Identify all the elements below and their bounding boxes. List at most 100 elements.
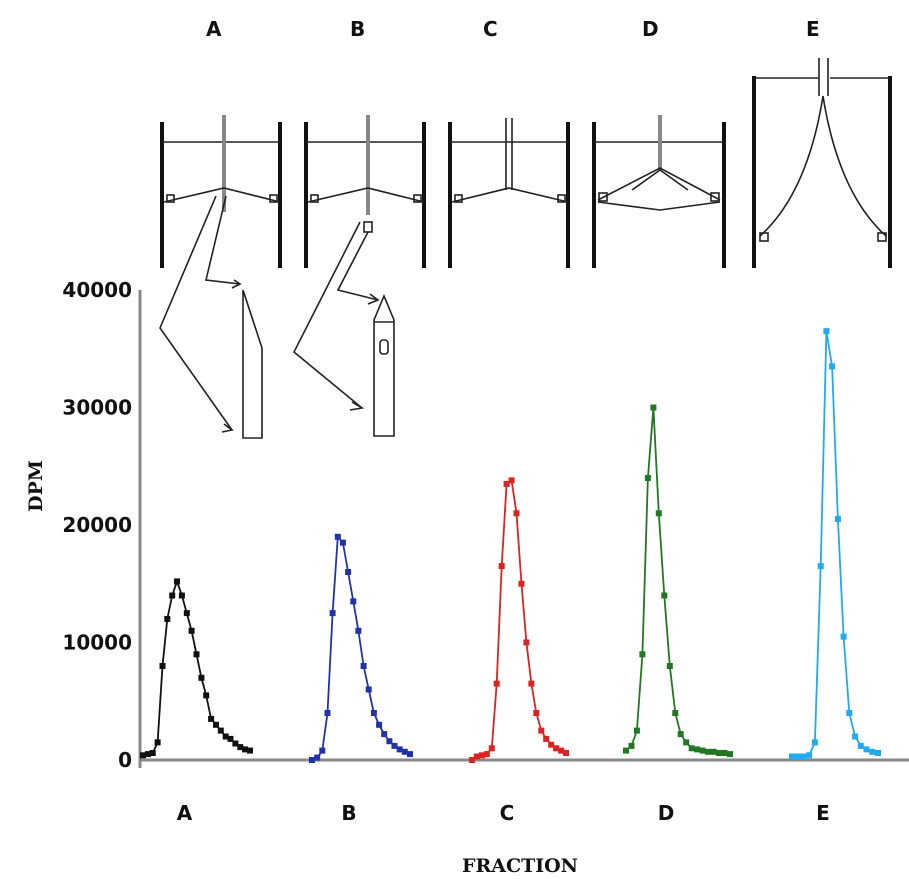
data-point [727,751,733,758]
bottom-label-e: E [816,801,830,825]
data-point [473,753,480,760]
data-point [376,721,383,728]
x-axis-label: FRACTION [462,855,578,877]
data-point [213,721,219,728]
data-point [391,742,398,749]
y-tick-label: 30000 [62,396,132,420]
series-b [309,533,413,763]
bottom-label-d: D [658,801,675,825]
data-point [666,663,673,669]
data-point [247,747,253,754]
bottom-series-labels: A B C D E [177,801,830,825]
data-point [203,692,210,699]
data-point [217,727,224,734]
data-point [538,727,545,734]
data-point [386,738,393,745]
data-point [396,746,403,753]
data-point [407,751,413,758]
top-panel-labels: A B C D E [206,17,820,41]
data-point [869,748,876,755]
data-point [169,592,176,599]
data-point [483,751,490,758]
series-line-a [142,578,251,757]
data-point [661,592,668,599]
apparatus-diagram-b [292,115,426,437]
data-point [350,598,357,605]
top-label-c: C [483,17,498,41]
data-point [563,750,569,756]
series-d [623,404,733,758]
data-point [644,475,651,481]
data-point [183,610,190,617]
data-point [543,735,550,742]
data-point [227,735,234,742]
series-c [469,477,569,763]
data-point [174,578,180,585]
data-point [800,753,807,760]
data-point [846,710,853,716]
data-point [716,750,723,756]
data-point [650,404,657,411]
data-point [334,533,341,540]
bottom-label-c: C [500,801,515,825]
data-point [193,651,200,658]
data-point [222,733,229,740]
data-point [513,510,520,517]
data-point [324,710,331,716]
data-point [381,731,388,738]
data-point [794,753,801,760]
y-tick-label: 0 [118,748,132,772]
data-point [840,633,847,640]
series-line-b [311,534,411,761]
data-point [875,750,881,756]
apparatus-diagram-a [159,115,282,439]
data-point [688,745,695,752]
data-point [518,580,525,587]
y-tick-label: 40000 [62,278,132,302]
apparatus-diagram-d [592,115,726,268]
data-point [863,746,870,753]
data-point [188,627,195,634]
data-point [493,680,500,687]
data-point [817,563,824,570]
data-point [553,745,560,752]
data-point [633,727,640,734]
y-tick-labels: 0 10000 20000 30000 40000 [62,278,132,772]
series-line-e [792,330,879,758]
data-point [154,739,161,746]
data-point [857,742,864,749]
data-point [164,616,171,622]
y-axis-label: DPM [25,460,47,512]
apparatus-diagram-e [752,58,892,268]
series-line-d [625,407,731,755]
data-point [198,674,205,681]
data-point [548,741,555,748]
data-point [852,733,859,740]
y-tick-label: 10000 [62,631,132,655]
data-point [503,480,510,487]
top-label-a: A [206,17,222,41]
data-point [523,639,530,646]
data-point [144,751,151,758]
top-label-d: D [642,17,659,41]
y-tick-label: 20000 [62,513,132,537]
bottom-label-a: A [177,801,193,825]
data-point [628,742,635,749]
data-point [721,750,728,756]
data-point [140,752,146,759]
data-point [365,686,372,693]
data-point [478,752,485,759]
data-point [558,747,565,754]
series-a [140,578,253,759]
data-point [528,680,535,687]
data-point [469,757,475,763]
y-axis: 0 10000 20000 30000 40000 [62,278,142,772]
data-point [705,748,712,755]
data-point [237,744,244,751]
data-point [834,516,841,523]
series-layer [140,328,881,763]
data-point [370,710,377,716]
data-point [339,539,346,546]
data-point [345,569,352,575]
data-point [677,731,684,738]
